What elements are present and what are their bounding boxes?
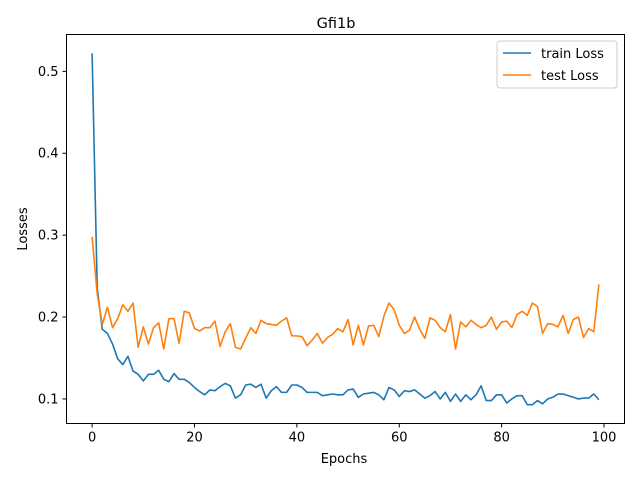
x-tick-label: 60 <box>391 431 408 446</box>
plot-frame <box>66 34 625 424</box>
y-tick-label: 0.4 <box>38 147 59 162</box>
y-axis-label: Losses <box>16 207 31 251</box>
x-tick-label: 0 <box>88 431 96 446</box>
x-tick-label: 20 <box>186 431 203 446</box>
series-line-train-loss <box>91 53 600 406</box>
x-tick-label: 100 <box>592 431 617 446</box>
x-tick-label: 40 <box>289 431 306 446</box>
axis-ticks: 0 20 40 60 80 100 0.1 0.2 0.3 0.4 0.5 <box>38 65 617 446</box>
y-tick-label: 0.2 <box>38 311 59 326</box>
series-line-test-loss <box>91 236 600 350</box>
plot-area <box>91 53 600 406</box>
x-axis-label: Epochs <box>321 452 368 467</box>
y-tick-label: 0.3 <box>38 229 59 244</box>
y-tick-label: 0.1 <box>38 392 59 407</box>
y-tick-label: 0.5 <box>38 65 59 80</box>
legend-label-train-loss: train Loss <box>541 47 604 62</box>
legend-label-test-loss: test Loss <box>541 69 599 84</box>
x-tick-label: 80 <box>493 431 510 446</box>
chart-title: Gfi1b <box>317 16 356 32</box>
legend: train Loss test Loss <box>496 40 618 89</box>
